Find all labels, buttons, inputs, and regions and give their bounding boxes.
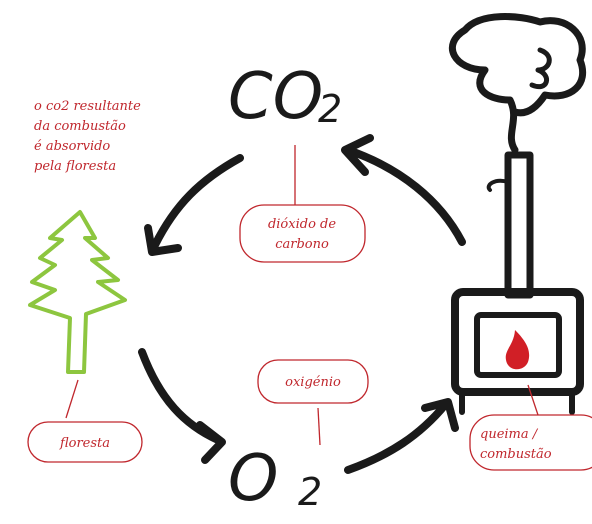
label: combustão [480,447,552,462]
formula-sub: 2 [318,87,342,131]
label: dióxido de [268,217,336,232]
note-line: é absorvido [34,139,110,154]
arrow [348,402,455,470]
smoke [452,17,582,150]
arrow [148,158,240,252]
label: floresta [59,436,110,451]
note-line: pela floresta [34,159,116,174]
label: queima / [480,427,539,442]
note-line: da combustão [34,119,126,134]
leader [318,408,320,445]
chimney [508,155,530,295]
arrow [142,352,222,460]
formula-main: CO [228,60,323,134]
leader [66,380,78,418]
flame [506,330,529,369]
bubble [240,205,365,262]
diagram: CO 2 O 2 o co2 resultante da combustão é… [0,0,592,524]
label: oxigénio [285,375,341,390]
tree [30,212,125,372]
note-line: o co2 resultante [34,99,141,114]
arrow [345,138,462,242]
formula-main: O [228,442,278,516]
label: carbono [275,237,329,252]
formula-sub: 2 [298,470,322,514]
smoke-detail [532,50,549,87]
